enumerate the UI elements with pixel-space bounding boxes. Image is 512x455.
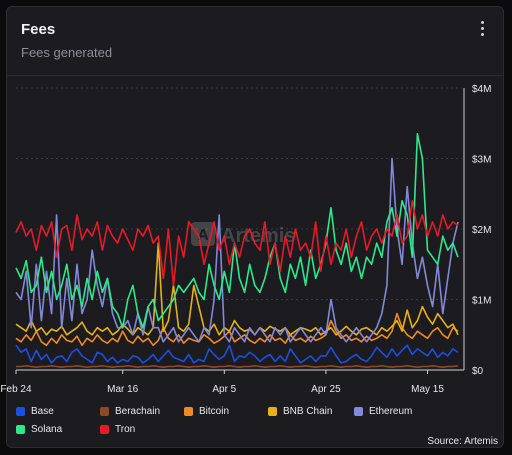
legend-swatch xyxy=(16,407,25,416)
artemis-watermark: A Artemis xyxy=(191,222,295,247)
legend-swatch xyxy=(100,407,109,416)
legend-item-tron[interactable]: Tron xyxy=(100,424,135,435)
legend-label: Solana xyxy=(31,424,63,435)
series-line-ethereum xyxy=(15,157,459,343)
chart-axes: $0 $1M $2M $3M $4M Feb 24 Mar 16 Apr 5 Apr 25 May… xyxy=(0,84,491,395)
legend-item-ethereum[interactable]: Ethereum xyxy=(354,406,412,417)
x-tick-label: Mar 16 xyxy=(107,384,139,395)
header-divider xyxy=(7,75,503,76)
legend-swatch xyxy=(100,425,109,434)
legend-label: Tron xyxy=(115,424,136,435)
y-tick-label: $4M xyxy=(472,84,491,95)
legend-label: BNB Chain xyxy=(283,406,333,417)
legend-item-base[interactable]: Base xyxy=(16,406,54,417)
legend-label: Berachain xyxy=(115,406,161,417)
y-tick-label: $2M xyxy=(472,225,491,236)
legend-swatch xyxy=(268,407,277,416)
legend-swatch xyxy=(16,425,25,434)
watermark-text: Artemis xyxy=(221,225,295,247)
watermark-logo-icon xyxy=(191,222,215,246)
chart-subtitle: Fees generated xyxy=(21,45,113,60)
chart-series xyxy=(15,133,459,368)
legend-item-bnb-chain[interactable]: BNB Chain xyxy=(268,406,332,417)
series-line-berachain xyxy=(16,365,459,368)
y-tick-label: $0 xyxy=(472,366,484,377)
legend-item-berachain[interactable]: Berachain xyxy=(100,406,160,417)
legend-label: Bitcoin xyxy=(199,406,230,417)
x-tick-label: Apr 25 xyxy=(311,384,341,395)
x-tick-label: May 15 xyxy=(411,384,444,395)
legend-item-bitcoin[interactable]: Bitcoin xyxy=(184,406,229,417)
series-line-base xyxy=(15,344,459,364)
source-label: Source: Artemis xyxy=(427,436,498,447)
page-title: Fees xyxy=(21,21,56,38)
legend-label: Ethereum xyxy=(369,406,413,417)
legend-swatch xyxy=(354,407,363,416)
x-tick-label: Apr 5 xyxy=(212,384,236,395)
series-line-tron xyxy=(15,200,459,287)
more-vertical-icon[interactable] xyxy=(479,21,485,37)
legend-label: Base xyxy=(31,406,54,417)
series-line-bitcoin xyxy=(15,312,459,347)
y-tick-label: $1M xyxy=(472,296,491,307)
fees-card: Fees Fees generated xyxy=(6,6,504,448)
x-tick-label: Feb 24 xyxy=(0,384,32,395)
series-line-bnb-chain xyxy=(15,242,459,336)
legend-item-solana[interactable]: Solana xyxy=(16,424,62,435)
legend-swatch xyxy=(184,407,193,416)
series-line-solana xyxy=(15,133,459,329)
y-tick-label: $3M xyxy=(472,155,491,166)
